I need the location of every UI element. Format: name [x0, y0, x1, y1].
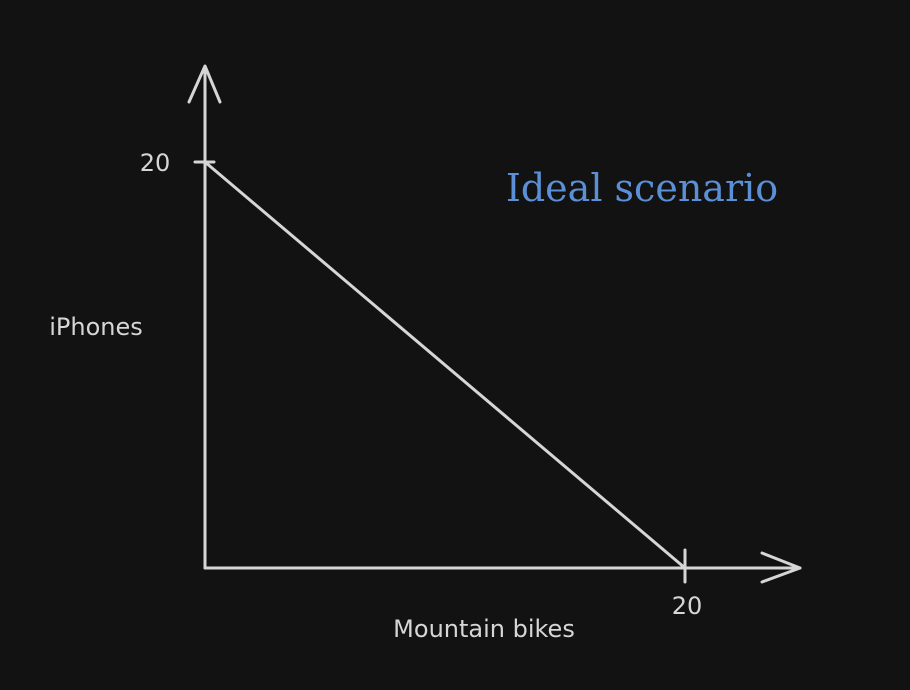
series-line-0 [203, 160, 687, 570]
annotation-ideal-scenario: Ideal scenario [506, 166, 778, 210]
data-layer [203, 160, 687, 570]
x-axis-label: Mountain bikes [393, 615, 575, 643]
y-tick-label-20: 20 [140, 149, 171, 177]
y-axis-arrowhead [187, 64, 222, 104]
x-tick-label-20: 20 [672, 592, 703, 620]
x-axis-arrowhead [760, 551, 802, 584]
y-axis-label: iPhones [49, 313, 143, 341]
